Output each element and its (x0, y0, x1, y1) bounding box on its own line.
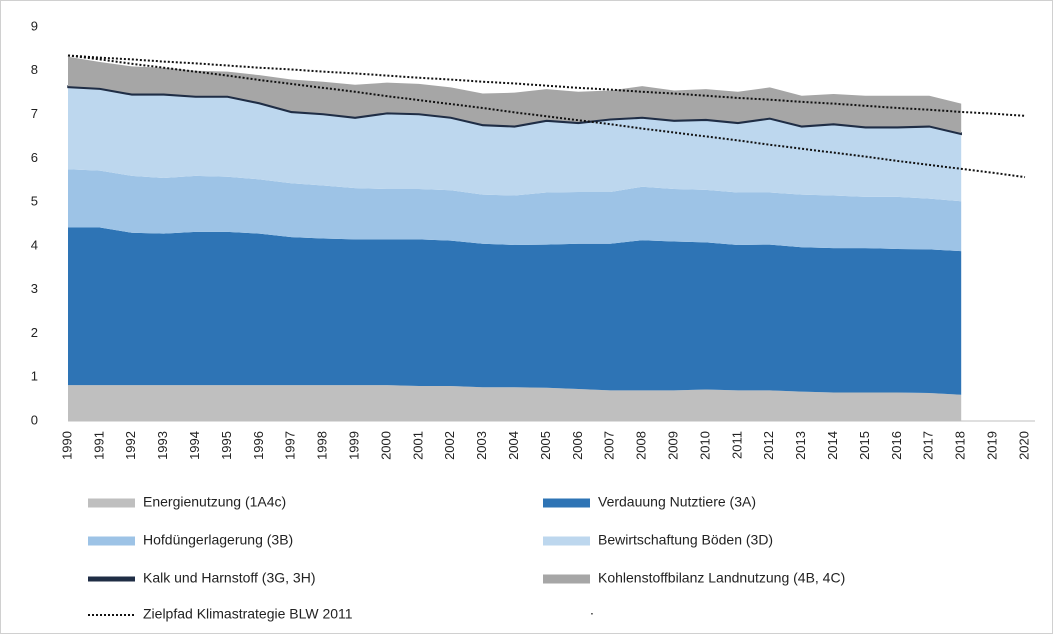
x-tick-label: 1996 (251, 431, 266, 460)
x-tick-label: 2007 (602, 431, 617, 460)
x-tick-label: 2004 (506, 431, 521, 460)
x-tick-label: 1998 (315, 431, 330, 460)
y-tick-label: 7 (31, 106, 38, 121)
legend-label: Verdauung Nutztiere (3A) (598, 494, 756, 510)
x-tick-label: 2001 (410, 431, 425, 460)
x-tick-label: 1994 (187, 431, 202, 460)
area (68, 87, 962, 202)
x-tick-label: 2015 (857, 431, 872, 460)
legend-label: Hofdüngerlagerung (3B) (143, 532, 293, 548)
legend-swatch (543, 536, 590, 546)
area (67, 85, 962, 136)
x-tick-label: 2019 (985, 431, 1000, 460)
x-tick-label: 2020 (1016, 431, 1031, 460)
legend-label: Bewirtschaftung Böden (3D) (598, 532, 773, 548)
area (68, 169, 962, 252)
x-tick-label: 2009 (666, 431, 681, 460)
x-tick-label: 2014 (825, 431, 840, 460)
y-tick-label: 9 (31, 18, 38, 33)
legend-label: Energienutzung (1A4c) (143, 494, 286, 510)
y-tick-label: 0 (31, 412, 38, 427)
x-tick-label: 2017 (921, 431, 936, 460)
y-tick-label: 2 (31, 325, 38, 340)
x-tick-label: 2005 (538, 431, 553, 460)
y-tick-label: 5 (31, 194, 38, 209)
legend-swatch (88, 576, 135, 582)
y-tick-label: 6 (31, 150, 38, 165)
y-tick-label: 1 (31, 369, 38, 384)
x-tick-label: 1999 (347, 431, 362, 460)
x-tick-label: 2000 (378, 431, 393, 460)
x-tick-label: 2016 (889, 431, 904, 460)
y-tick-label: 8 (31, 62, 38, 77)
x-tick-label: 2018 (953, 431, 968, 460)
x-tick-label: 2008 (634, 431, 649, 460)
legend-swatch (88, 498, 135, 508)
x-tick-label: 2012 (761, 431, 776, 460)
x-tick-label: 1992 (123, 431, 138, 460)
legend-swatch (88, 536, 135, 546)
x-tick-label: 2006 (570, 431, 585, 460)
y-tick-label: 3 (31, 281, 38, 296)
area (68, 227, 962, 395)
x-tick-label: 2003 (474, 431, 489, 460)
y-tick-label: 4 (31, 237, 38, 252)
x-tick-label: 1993 (155, 431, 170, 460)
x-tick-label: 2010 (697, 431, 712, 460)
area (68, 385, 962, 421)
legend-label: . (590, 602, 594, 618)
area (68, 56, 962, 133)
x-tick-label: 1997 (283, 431, 298, 460)
target-line (67, 54, 1026, 179)
legend-swatch (543, 498, 590, 508)
x-tick-label: 2013 (793, 431, 808, 460)
x-tick-label: 1991 (91, 431, 106, 460)
legend-label: Kohlenstoffbilanz Landnutzung (4B, 4C) (598, 570, 845, 586)
legend-label: Zielpfad Klimastrategie BLW 2011 (143, 606, 353, 622)
x-tick-label: 2011 (729, 431, 744, 459)
x-tick-label: 1995 (219, 431, 234, 460)
x-tick-label: 2002 (442, 431, 457, 460)
x-tick-label: 1990 (59, 431, 74, 460)
legend-swatch (543, 574, 590, 584)
legend-label: Kalk und Harnstoff (3G, 3H) (143, 570, 315, 586)
